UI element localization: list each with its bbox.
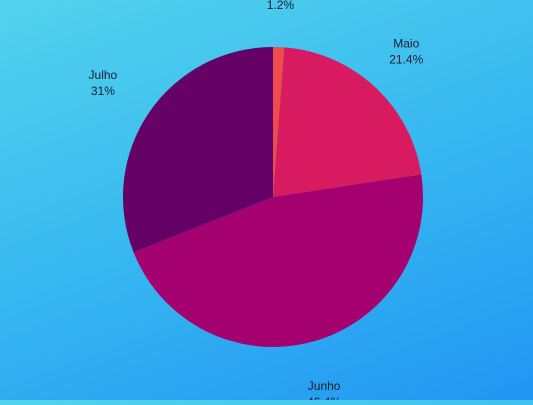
pie-slice-julho [122, 47, 274, 253]
slice-label-maio: Maio [393, 36, 419, 50]
slices-layer [122, 47, 424, 348]
slice-label-julho: Julho [89, 68, 118, 82]
slice-value-abril: 1.2% [267, 0, 295, 12]
slice-label-junho: Junho [308, 379, 341, 393]
pie-slice-junho [133, 174, 424, 348]
slice-value-julho: 31% [91, 84, 115, 98]
pie-slice-abril [273, 47, 285, 197]
pie-slice-maio [273, 47, 422, 198]
slice-value-maio: 21.4% [389, 52, 423, 66]
slice-value-junho: 46.4% [307, 395, 341, 400]
